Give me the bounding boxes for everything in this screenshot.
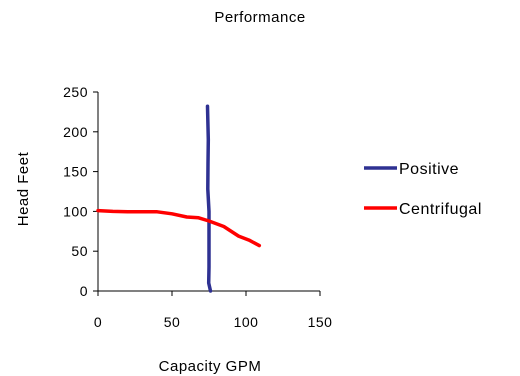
y-tick-label: 200	[63, 124, 88, 140]
y-axis-title: Head Feet	[15, 151, 32, 226]
x-tick-label: 100	[234, 314, 259, 330]
legend-label-centrifugal: Centrifugal	[399, 201, 482, 218]
series-line-positive	[205, 104, 213, 293]
x-tick-label: 150	[308, 314, 333, 330]
x-tick-label: 0	[94, 314, 102, 330]
y-tick-label: 250	[63, 84, 88, 100]
legend: Positive Centrifugal	[364, 161, 482, 218]
y-tick-label: 50	[71, 243, 88, 259]
legend-label-positive: Positive	[399, 161, 459, 178]
axes: 0 50 100 150 200 250 0 50 100 150	[63, 84, 332, 330]
chart-title: Performance	[214, 9, 305, 26]
y-tick-label: 100	[63, 203, 88, 219]
y-tick-label: 0	[80, 283, 88, 299]
series-layer	[96, 104, 262, 293]
y-tick-label: 150	[63, 164, 88, 180]
x-tick-label: 50	[164, 314, 181, 330]
series-line-centrifugal	[96, 208, 262, 248]
x-axis-title: Capacity GPM	[159, 358, 262, 375]
